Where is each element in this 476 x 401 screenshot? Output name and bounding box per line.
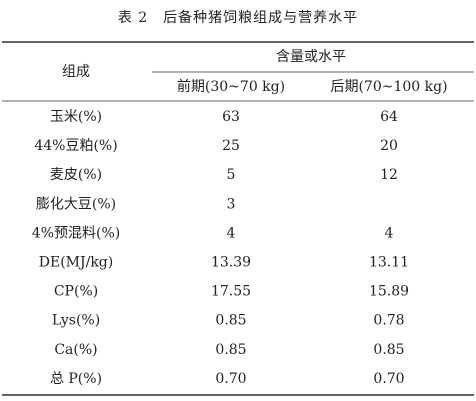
cell: 64 [380,109,398,125]
cell: 0.85 [215,313,246,329]
cell: 25 [222,138,240,154]
row-label: 4%预混料(%) [32,225,120,241]
cell: 17.55 [211,284,251,300]
row-label: Lys(%) [52,313,100,329]
cell: 0.78 [373,313,404,329]
cell: 13.39 [211,255,251,271]
cell: 63 [222,109,240,125]
row-label: Ca(%) [54,342,97,358]
cell: 3 [227,196,236,212]
row-label: 膨化大豆(%) [36,195,116,212]
cell: 4 [385,225,394,241]
cell: 13.11 [369,255,409,271]
row-label: DE(MJ/kg) [39,255,113,271]
cell: 0.70 [215,371,246,387]
cell: 12 [380,167,398,183]
row-label: 麦皮(%) [50,167,102,183]
row-label: 44%豆粕(%) [34,138,117,154]
cell: 0.85 [373,342,404,358]
row-label: CP(%) [54,284,98,300]
column-header: 后期(70~100 kg) [330,79,447,95]
row-label: 总 P(%) [50,371,102,387]
cell: 0.85 [215,342,246,358]
row-label: 玉米(%) [50,109,102,125]
cell: 15.89 [369,284,409,300]
column-header: 前期(30~70 kg) [177,78,285,95]
row-label-header: 组成 [62,64,90,80]
cell: 5 [227,167,236,183]
group-header: 含量或水平 [276,49,346,65]
cell: 0.70 [373,371,404,387]
cell: 20 [380,138,398,154]
cell: 4 [227,225,236,241]
table-title: 表 2 后备种猪饲粮组成与营养水平 [118,9,358,26]
